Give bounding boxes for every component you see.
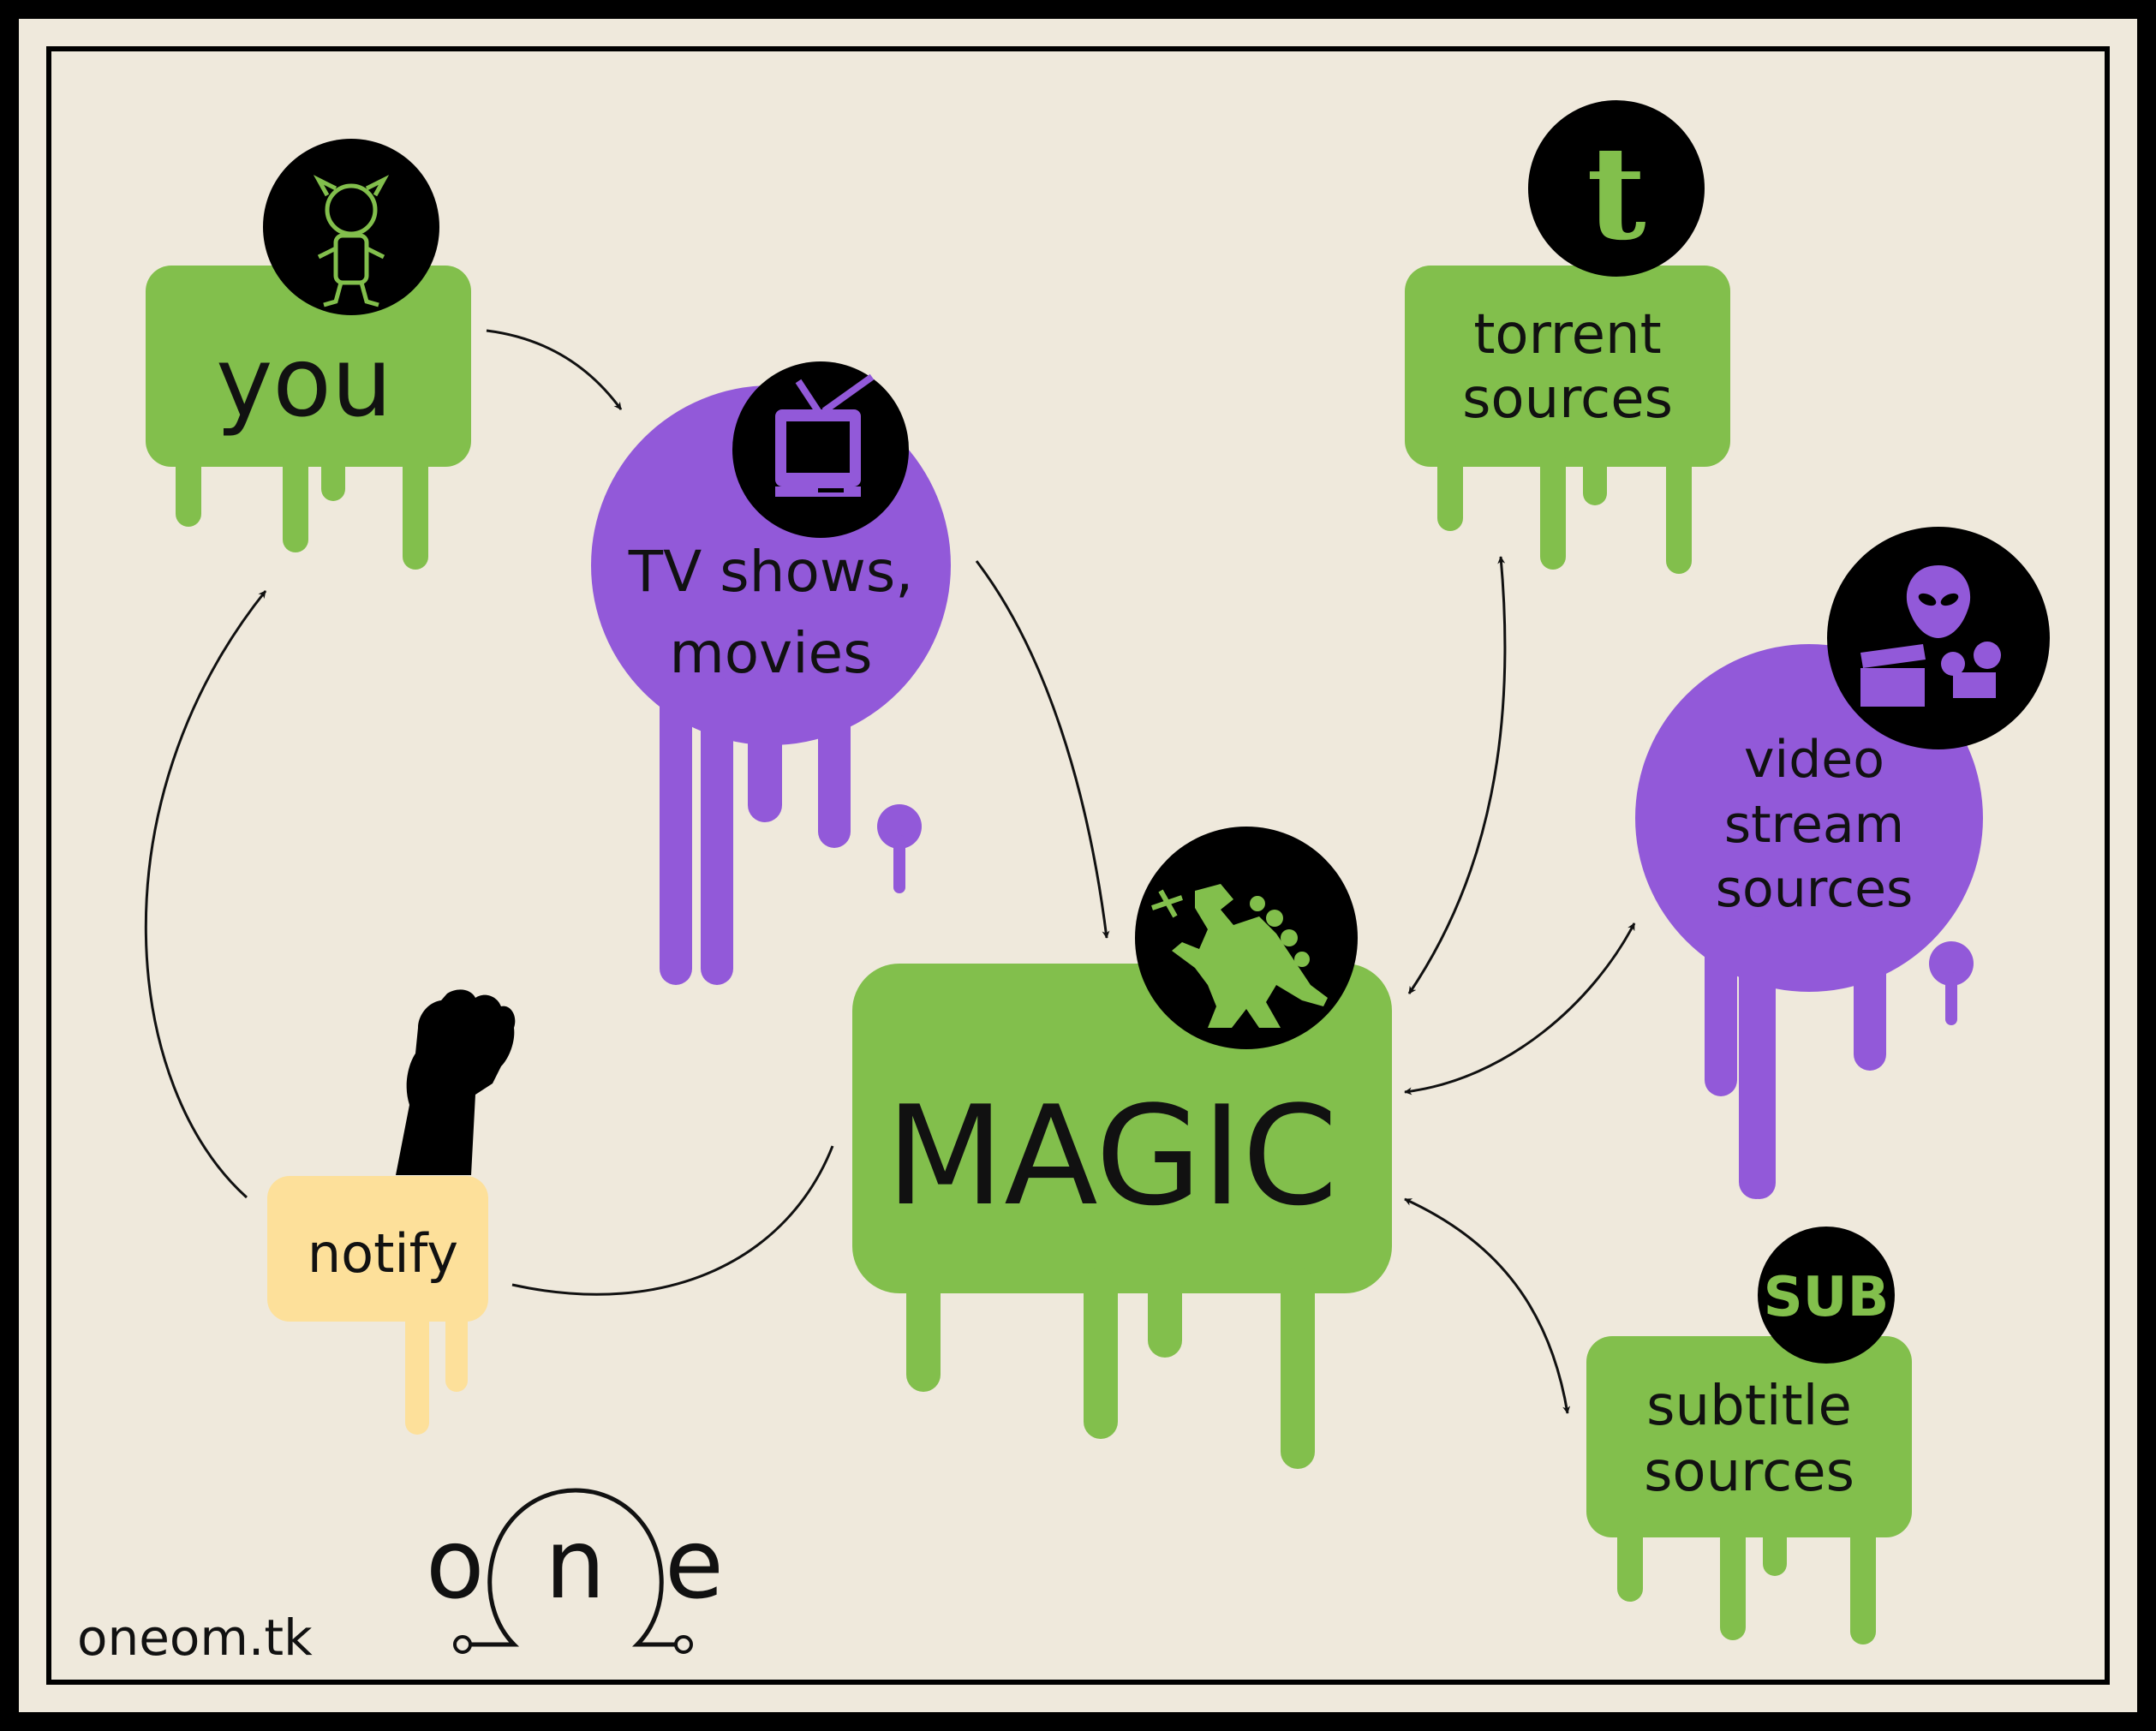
node-tv: TV shows, movies: [591, 361, 951, 985]
alien-clapboard-projector-icon: [1827, 527, 2050, 749]
video-label-line2: stream: [1724, 795, 1904, 855]
inner-border: [46, 46, 2110, 1685]
arrow-subtitle-magic: [1404, 1197, 1571, 1414]
cartoon-character-icon: [263, 139, 439, 315]
raised-fist-icon: [396, 989, 516, 1175]
arrow-notify-to-you: [144, 590, 267, 1199]
arrow-video-magic: [1404, 922, 1636, 1095]
tumblr-t-icon: t: [1528, 100, 1705, 277]
magic-label: MAGIC: [886, 1076, 1338, 1236]
godzilla-icon: [1135, 827, 1358, 1049]
sub-badge-icon: SUB: [1758, 1227, 1895, 1364]
torrent-label-line2: sources: [1462, 367, 1673, 431]
connectors: [144, 329, 1636, 1414]
logo-letter-o: o: [426, 1509, 485, 1621]
svg-text:t: t: [1586, 118, 1645, 269]
arrow-tv-to-magic: [975, 560, 1110, 939]
tv-label-line2: movies: [669, 620, 872, 686]
sub-badge-text: SUB: [1764, 1266, 1890, 1329]
footer-url: oneom.tk: [77, 1609, 313, 1667]
one-logo: o n e: [426, 1488, 724, 1654]
video-label-line1: video: [1744, 730, 1884, 790]
node-subtitle: subtitle sources SUB: [1586, 1227, 1912, 1644]
subtitle-label-line2: sources: [1644, 1441, 1854, 1504]
you-label: you: [216, 327, 392, 439]
node-torrent: torrent sources t: [1405, 100, 1730, 574]
node-magic: MAGIC: [852, 827, 1392, 1469]
torrent-label-line1: torrent: [1473, 303, 1661, 367]
logo-letter-e: e: [665, 1509, 724, 1621]
node-you: you: [146, 139, 471, 570]
television-icon: [732, 361, 909, 538]
logo-letter-n: n: [545, 1509, 606, 1621]
tv-label-line1: TV shows,: [628, 539, 913, 605]
arrow-you-to-tv: [486, 329, 623, 410]
subtitle-label-line1: subtitle: [1646, 1375, 1852, 1438]
video-label-line3: sources: [1716, 859, 1914, 919]
node-video: video stream sources: [1635, 527, 2050, 1199]
arrow-magic-to-notify: [511, 1145, 834, 1296]
node-notify: notify: [267, 989, 516, 1435]
notify-label: notify: [308, 1222, 458, 1285]
